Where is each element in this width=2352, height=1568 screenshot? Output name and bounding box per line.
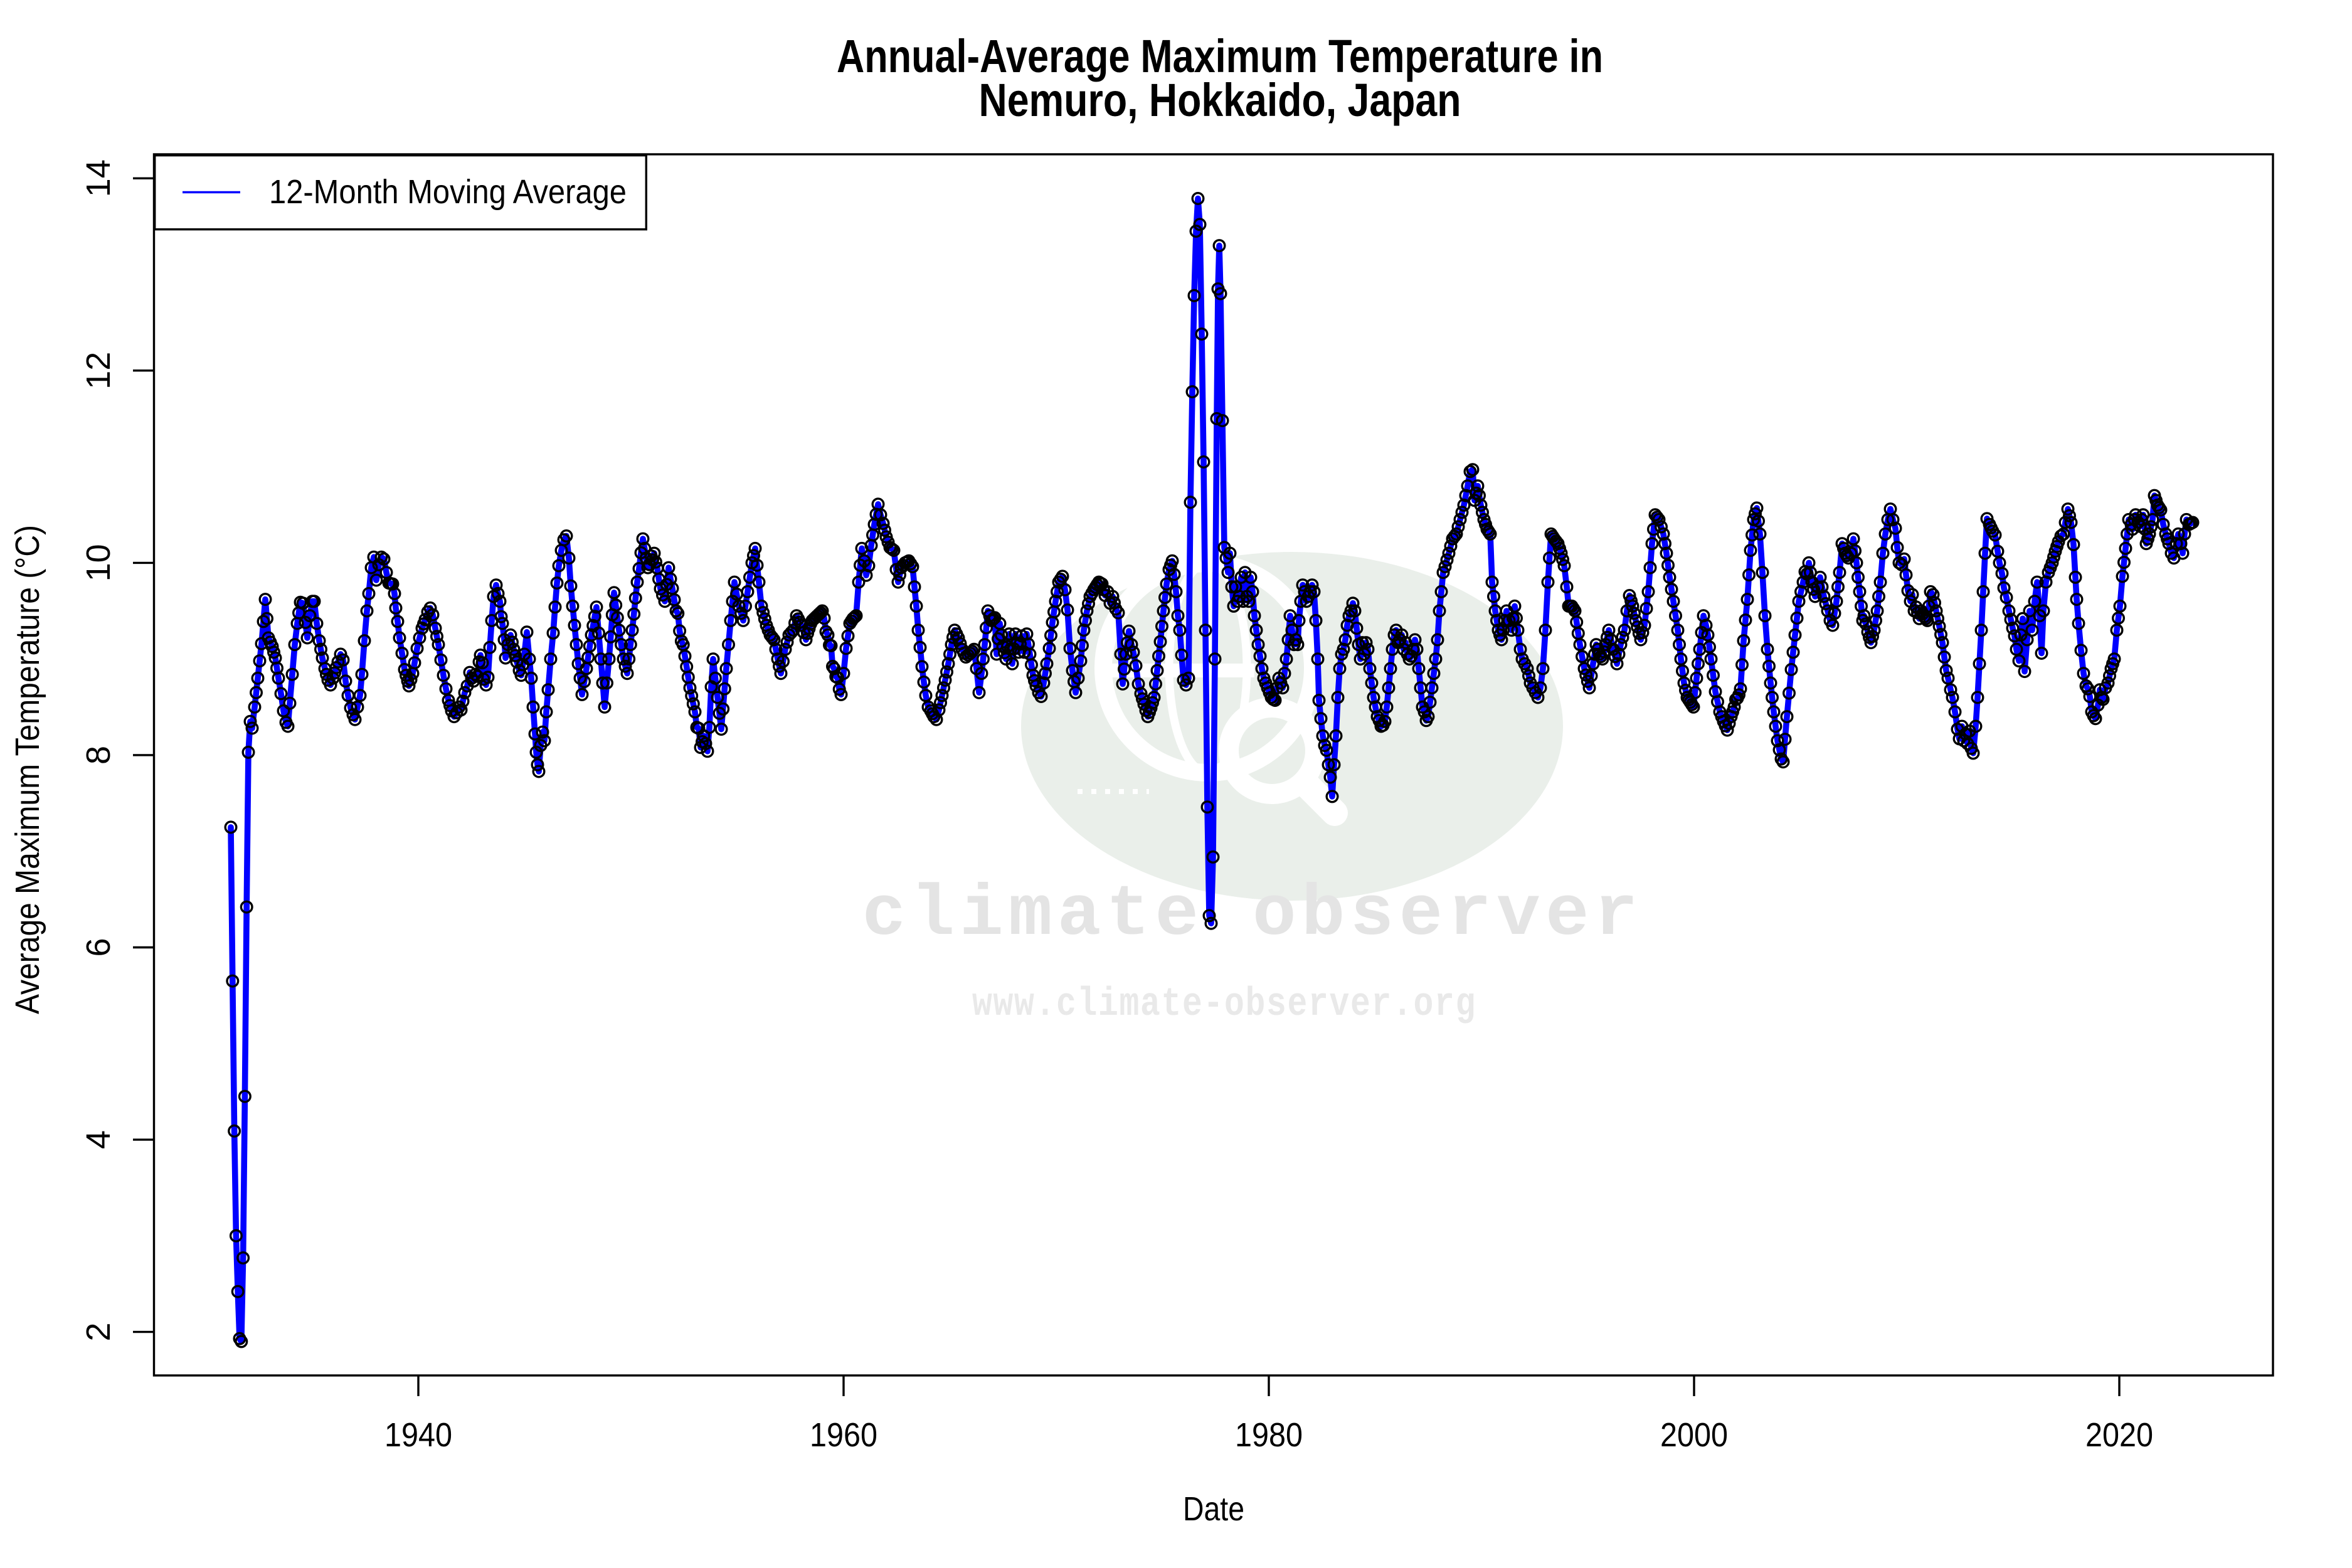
svg-text:4: 4 — [80, 1130, 117, 1149]
svg-text:Average Maximum Temperature (°: Average Maximum Temperature (°C) — [9, 525, 46, 1014]
svg-text:10: 10 — [80, 544, 117, 581]
svg-text:1960: 1960 — [810, 1416, 877, 1454]
svg-text:Nemuro, Hokkaido, Japan: Nemuro, Hokkaido, Japan — [979, 74, 1461, 126]
svg-text:12-Month Moving Average: 12-Month Moving Average — [269, 173, 627, 211]
svg-text:8: 8 — [80, 746, 117, 765]
svg-text:1980: 1980 — [1235, 1416, 1303, 1454]
svg-text:2020: 2020 — [2085, 1416, 2153, 1454]
svg-text:Annual-Average Maximum Tempera: Annual-Average Maximum Temperature in — [837, 30, 1603, 82]
svg-text:2000: 2000 — [1660, 1416, 1728, 1454]
svg-text:12: 12 — [80, 352, 117, 389]
svg-text:climate observer: climate observer — [862, 875, 1643, 956]
svg-text:2: 2 — [80, 1323, 117, 1342]
svg-text:14: 14 — [80, 159, 117, 197]
svg-text:Date: Date — [1183, 1490, 1244, 1528]
svg-text:6: 6 — [80, 938, 117, 956]
svg-text:1940: 1940 — [384, 1416, 452, 1454]
svg-text:www.climate-observer.org: www.climate-observer.org — [972, 982, 1476, 1027]
